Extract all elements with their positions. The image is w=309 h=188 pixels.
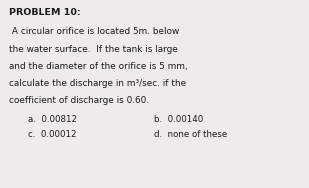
Text: coefficient of discharge is 0.60.: coefficient of discharge is 0.60. [9, 96, 149, 105]
Text: c.  0.00012: c. 0.00012 [28, 130, 76, 139]
Text: a.  0.00812: a. 0.00812 [28, 115, 77, 124]
Text: and the diameter of the orifice is 5 mm,: and the diameter of the orifice is 5 mm, [9, 62, 188, 71]
Text: A circular orifice is located 5m. below: A circular orifice is located 5m. below [9, 27, 180, 36]
Text: the water surface.  If the tank is large: the water surface. If the tank is large [9, 45, 178, 54]
Text: d.  none of these: d. none of these [154, 130, 228, 139]
Text: b.  0.00140: b. 0.00140 [154, 115, 204, 124]
Text: calculate the discharge in m³/sec. if the: calculate the discharge in m³/sec. if th… [9, 79, 186, 88]
Text: PROBLEM 10:: PROBLEM 10: [9, 8, 81, 17]
